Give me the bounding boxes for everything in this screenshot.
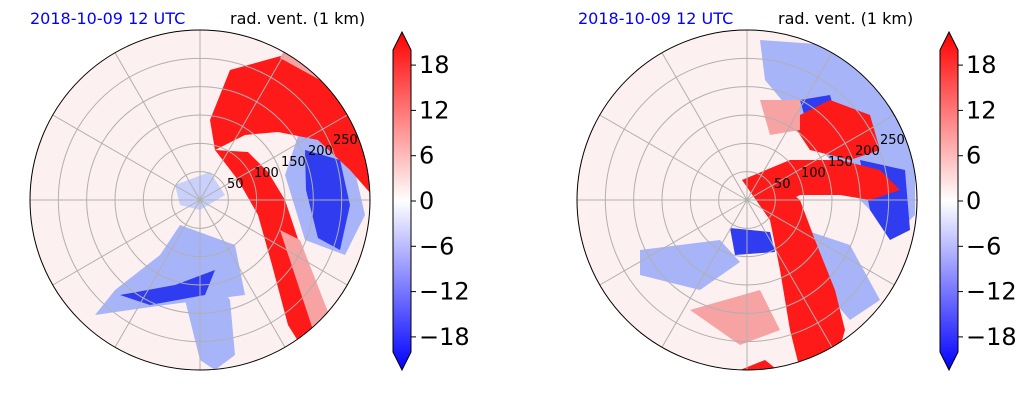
panel-title: rad. vent. (1 km): [778, 9, 913, 28]
grid-spoke: [199, 52, 286, 201]
grid-spoke: [114, 52, 201, 201]
grid-spoke: [661, 199, 748, 348]
grid-spoke: [661, 52, 748, 201]
date-label: 2018-10-09 12 UTC: [30, 9, 185, 28]
ring-label: 50: [227, 177, 244, 192]
ring-label: 150: [281, 155, 306, 170]
panel-left: 2018-10-09 12 UTC rad. vent. (1 km): [29, 9, 470, 372]
colorbar-tick-label: 18: [419, 51, 450, 79]
ring-label: 200: [855, 144, 880, 159]
date-label: 2018-10-09 12 UTC: [578, 9, 733, 28]
colorbar-bar: [392, 30, 412, 372]
plot-border: [29, 29, 371, 371]
grid-spoke: [199, 199, 286, 348]
colorbar-tick-label: 0: [966, 187, 981, 215]
ring-label: 250: [333, 133, 358, 148]
panel-right: 2018-10-09 12 UTC rad. vent. (1 km): [576, 9, 1017, 372]
grid-spoke: [199, 199, 348, 286]
colorbar: 18 12 6 0 −6 −12 −18: [939, 30, 1017, 372]
field-positive: [740, 100, 900, 370]
colorbar-tick-label: −18: [966, 323, 1017, 351]
colorbar-tick-label: −6: [966, 232, 1001, 260]
colorbar-tick-label: 12: [966, 96, 997, 124]
panel-title: rad. vent. (1 km): [230, 9, 365, 28]
colorbar-tick-label: −12: [419, 278, 470, 306]
grid-spoke: [599, 114, 748, 201]
colorbar-bar: [939, 30, 959, 372]
colorbar-tick-label: 6: [419, 142, 434, 170]
grid-spoke: [746, 199, 833, 348]
polar-plot: [577, 30, 917, 370]
ring-labels: 50 100 150 200 250: [227, 133, 358, 192]
polar-grid: [30, 30, 370, 370]
colorbar-tick-label: 18: [966, 51, 997, 79]
colorbar-tick-label: 12: [419, 96, 450, 124]
colorbar-ticks: 18 12 6 0 −6 −12 −18: [958, 51, 1017, 351]
ring-label: 50: [774, 177, 791, 192]
colorbar-ticks: 18 12 6 0 −6 −12 −18: [411, 51, 470, 351]
ring-label: 100: [801, 166, 826, 181]
ring-label: 100: [254, 166, 279, 181]
colorbar: 18 12 6 0 −6 −12 −18: [392, 30, 470, 372]
grid-spoke: [52, 199, 201, 286]
polar-grid: [577, 30, 917, 370]
grid-spoke: [746, 199, 895, 286]
ring-label: 250: [880, 133, 905, 148]
colorbar-tick-label: −12: [966, 278, 1017, 306]
grid-spoke: [599, 199, 748, 286]
plot-border: [576, 29, 918, 371]
colorbar-tick-label: 6: [966, 142, 981, 170]
colorbar-tick-label: 0: [419, 187, 434, 215]
colorbar-tick-label: −6: [419, 232, 454, 260]
grid-spoke: [114, 199, 201, 348]
grid-spoke: [52, 114, 201, 201]
ring-labels: 50 100 150 200 250: [774, 133, 905, 192]
colorbar-tick-label: −18: [419, 323, 470, 351]
ring-label: 150: [828, 155, 853, 170]
grid-spoke: [199, 114, 348, 201]
ring-label: 200: [308, 144, 333, 159]
grid-spoke: [746, 114, 895, 201]
grid-spoke: [746, 52, 833, 201]
polar-plot: [30, 30, 370, 370]
